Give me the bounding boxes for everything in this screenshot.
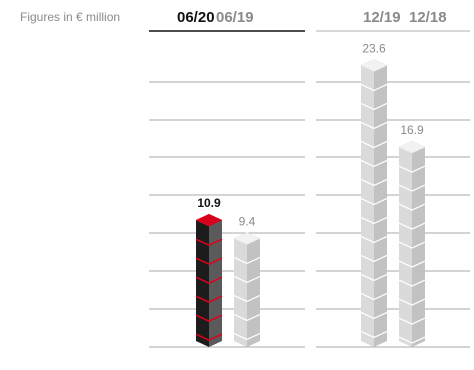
- bar-12-18-seam: [398, 184, 426, 192]
- bar-12-18-left-face: [399, 147, 412, 347]
- bars: [195, 59, 426, 347]
- gridlines: [149, 81, 470, 348]
- bar-06-20: [195, 213, 223, 347]
- bar-12-19-seam: [360, 140, 388, 149]
- bar-12-19-seam: [360, 83, 388, 92]
- bar-12-18-seam: [398, 279, 426, 287]
- bar-12-19-seam: [360, 235, 388, 244]
- bar-12-19-top-face: [360, 59, 388, 72]
- bar-12-18-seam: [398, 298, 426, 306]
- bar-06-19-left-face: [234, 238, 247, 347]
- bar-06-19-top-face: [233, 232, 261, 245]
- bar-06-20-seam: [195, 238, 223, 246]
- period-label-06-20: 06/20: [177, 9, 215, 26]
- bar-12-18-value-label: 16.9: [400, 123, 424, 137]
- bar-06-19-seam: [233, 256, 261, 265]
- bar-12-18-seam: [398, 222, 426, 230]
- bar-12-19-right-face: [374, 65, 387, 347]
- period-headers: 06/20 06/19 12/19 12/18: [149, 9, 470, 32]
- bar-06-19-seam: [233, 275, 261, 284]
- bar-12-18-right-face: [412, 147, 425, 347]
- bar-12-18: [398, 140, 426, 347]
- bar-12-18-seam: [398, 317, 426, 325]
- bar-12-19: [360, 59, 388, 347]
- bar-12-18-seam: [398, 203, 426, 211]
- bar-12-18-seam: [398, 336, 426, 344]
- bar-06-20-top-face: [195, 213, 223, 227]
- bar-12-19-seam: [360, 273, 388, 282]
- bar-06-20-seam: [195, 314, 223, 322]
- bar-12-18-top-face: [398, 140, 426, 154]
- bar-06-20-right-face: [209, 220, 222, 347]
- value-labels: 10.9 9.4 23.6 16.9: [197, 41, 424, 228]
- bar-06-19-seam: [233, 294, 261, 303]
- bar-06-20-seam: [195, 276, 223, 284]
- bar-06-19-seam: [233, 332, 261, 341]
- bar-12-19-seam: [360, 178, 388, 187]
- bar-12-19-seam: [360, 292, 388, 301]
- bar-12-19-seam: [360, 330, 388, 339]
- units-label: Figures in € million: [20, 10, 120, 24]
- bar-12-18-seam: [398, 241, 426, 249]
- bar-12-18-seam: [398, 260, 426, 268]
- bar-06-19-seam: [233, 313, 261, 322]
- bar-12-19-seam: [360, 216, 388, 225]
- bar-06-20-seam: [195, 333, 223, 341]
- bar-06-20-left-face: [196, 220, 209, 347]
- bar-06-19: [233, 232, 261, 347]
- bar-12-18-seam: [398, 165, 426, 173]
- bar-06-20-value-label: 10.9: [197, 196, 221, 210]
- bar-12-19-value-label: 23.6: [362, 41, 386, 55]
- period-label-12-18: 12/18: [409, 9, 447, 26]
- bar-06-19-right-face: [247, 238, 260, 347]
- bar-06-20-seam: [195, 295, 223, 303]
- bar-12-19-seam: [360, 159, 388, 168]
- period-label-12-19: 12/19: [363, 9, 401, 26]
- bar-12-19-seam: [360, 121, 388, 130]
- bar-12-19-seam: [360, 102, 388, 111]
- period-label-06-19: 06/19: [216, 9, 254, 26]
- bar-12-19-seam: [360, 197, 388, 206]
- bar-12-19-seam: [360, 311, 388, 320]
- bar-12-19-left-face: [361, 65, 374, 347]
- bar-06-19-value-label: 9.4: [239, 214, 256, 228]
- bar-06-20-seam: [195, 257, 223, 265]
- bar-12-19-seam: [360, 254, 388, 263]
